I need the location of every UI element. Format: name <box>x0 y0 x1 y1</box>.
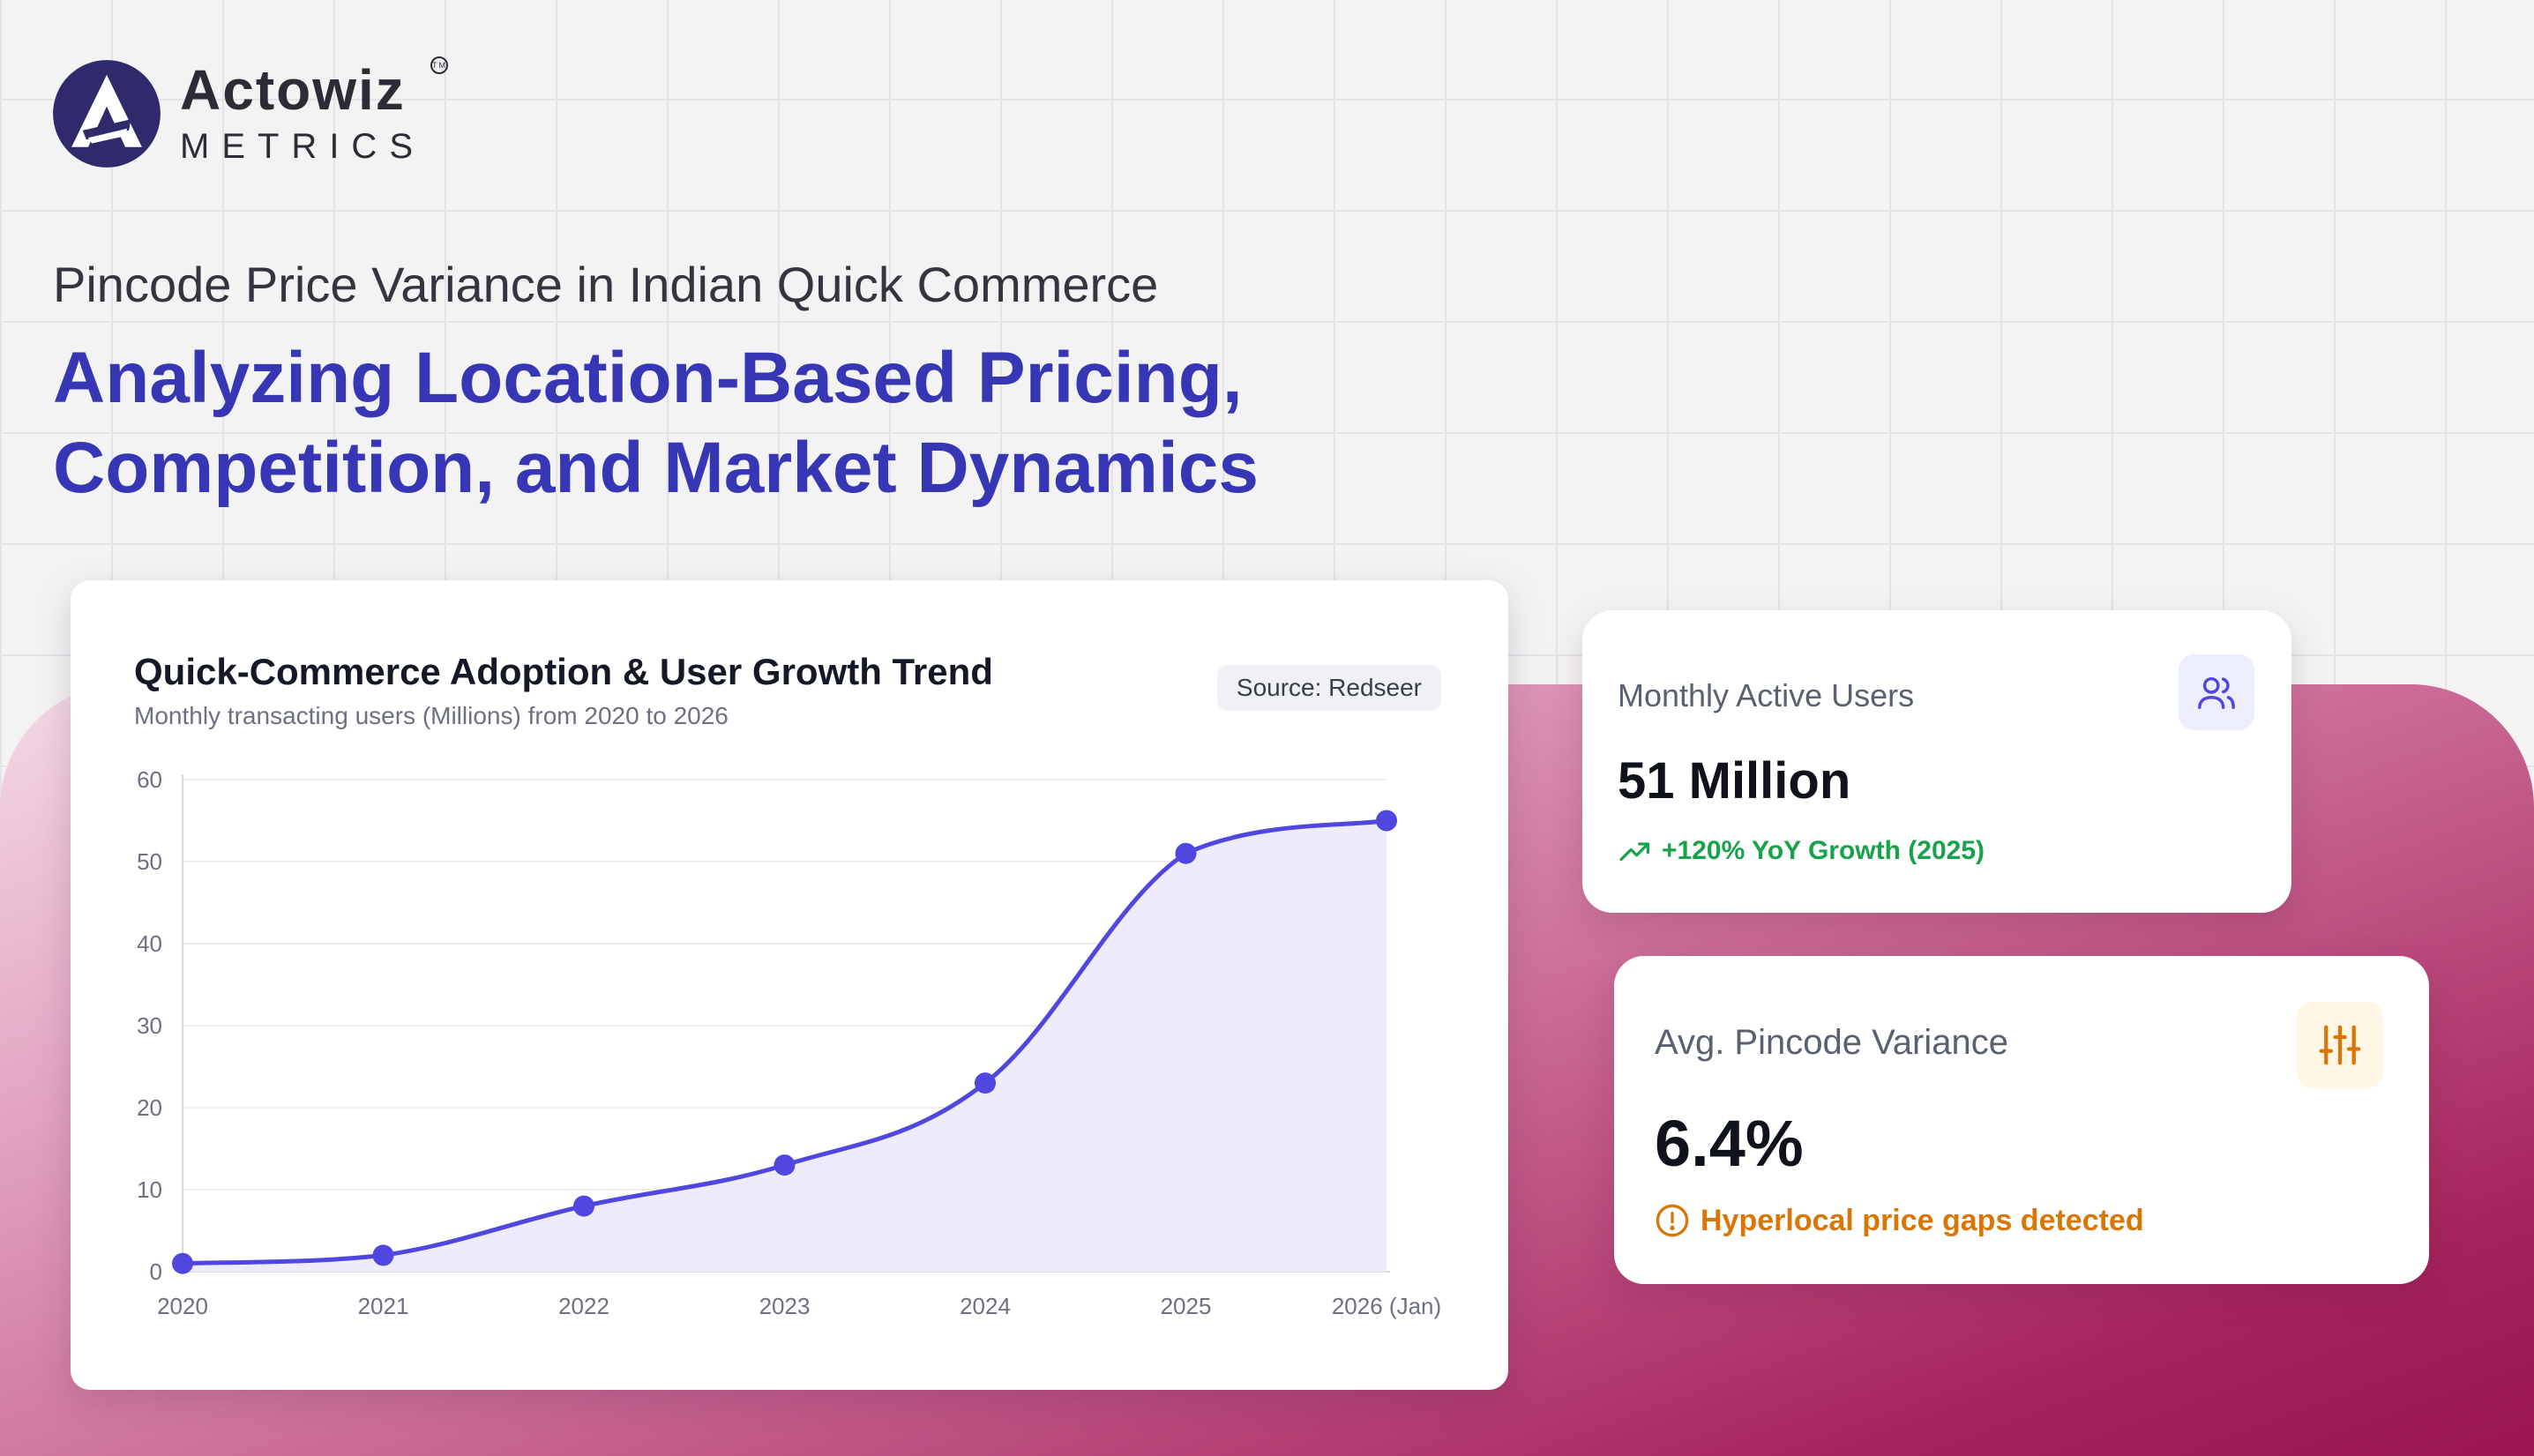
stat-card-users: Monthly Active Users 51 Million +120% Yo… <box>1582 610 2291 913</box>
y-tick-label-60: 60 <box>137 766 162 793</box>
y-tick-label-20: 20 <box>137 1094 162 1121</box>
x-tick-label-2023: 2023 <box>759 1293 811 1319</box>
y-tick-label-50: 50 <box>137 848 162 875</box>
brand-name: Actowiz TM <box>180 56 448 122</box>
data-point-2023 <box>774 1154 796 1176</box>
stat-note-variance: Hyperlocal price gaps detected <box>1655 1203 2144 1238</box>
variance-note-text: Hyperlocal price gaps detected <box>1701 1203 2144 1237</box>
stat-label-variance: Avg. Pincode Variance <box>1655 1023 2008 1062</box>
actowiz-logo-icon <box>53 60 161 168</box>
y-tick-label-10: 10 <box>137 1176 162 1203</box>
stat-label-users: Monthly Active Users <box>1618 677 1915 713</box>
stat-note-users: +120% YoY Growth (2025) <box>1618 836 1985 866</box>
brand-logo[interactable]: Actowiz TM METRICS <box>51 56 448 169</box>
series-area <box>183 820 1387 1272</box>
users-growth-text: +120% YoY Growth (2025) <box>1662 836 1985 865</box>
x-tick-label-2025: 2025 <box>1161 1293 1212 1319</box>
sliders-icon <box>2297 1002 2383 1088</box>
stat-value-variance: 6.4% <box>1655 1107 1804 1180</box>
alert-circle-icon <box>1656 1204 1689 1237</box>
brand-subtitle: METRICS <box>180 126 425 166</box>
users-icon <box>2179 654 2254 730</box>
data-point-2024 <box>975 1072 996 1094</box>
source-badge: Source: Redseer <box>1216 665 1441 711</box>
stat-value-users: 51 Million <box>1618 752 1851 810</box>
growth-chart: 0 10 20 30 40 50 60 2020 2021 2022 2023 2024 2025 202… <box>137 766 1441 1319</box>
x-tick-label-2022: 2022 <box>558 1293 609 1319</box>
page-eyebrow: Pincode Price Variance in Indian Quick C… <box>53 257 1159 312</box>
stat-card-variance: Avg. Pincode Variance 6.4% Hyperlocal pr… <box>1614 956 2429 1284</box>
data-point-2026-Jan <box>1376 810 1397 832</box>
y-tick-label-40: 40 <box>137 930 162 957</box>
headline-line-1: Analyzing Location-Based Pricing, <box>53 338 1243 418</box>
data-point-2025 <box>1175 842 1197 864</box>
data-point-2020 <box>172 1252 193 1274</box>
page-title: Analyzing Location-Based Pricing, Compet… <box>53 333 1464 513</box>
chart-title: Quick-Commerce Adoption & User Growth Tr… <box>134 651 993 692</box>
chart-card: Quick-Commerce Adoption & User Growth Tr… <box>71 580 1508 1390</box>
data-point-2021 <box>372 1244 394 1266</box>
trademark-badge: TM <box>430 56 448 74</box>
y-tick-label-0: 0 <box>150 1258 162 1285</box>
data-point-2022 <box>573 1195 594 1217</box>
x-tick-label-2021: 2021 <box>358 1293 409 1319</box>
headline-line-2: Competition, and Market Dynamics <box>53 428 1259 508</box>
y-tick-label-30: 30 <box>137 1012 162 1039</box>
x-tick-label-2020: 2020 <box>157 1293 208 1319</box>
x-tick-label-2024: 2024 <box>960 1293 1011 1319</box>
chart-subtitle: Monthly transacting users (Millions) fro… <box>134 702 729 729</box>
trending-up-icon <box>1619 842 1649 862</box>
x-tick-label-2026-Jan: 2026 (Jan) <box>1332 1293 1441 1319</box>
